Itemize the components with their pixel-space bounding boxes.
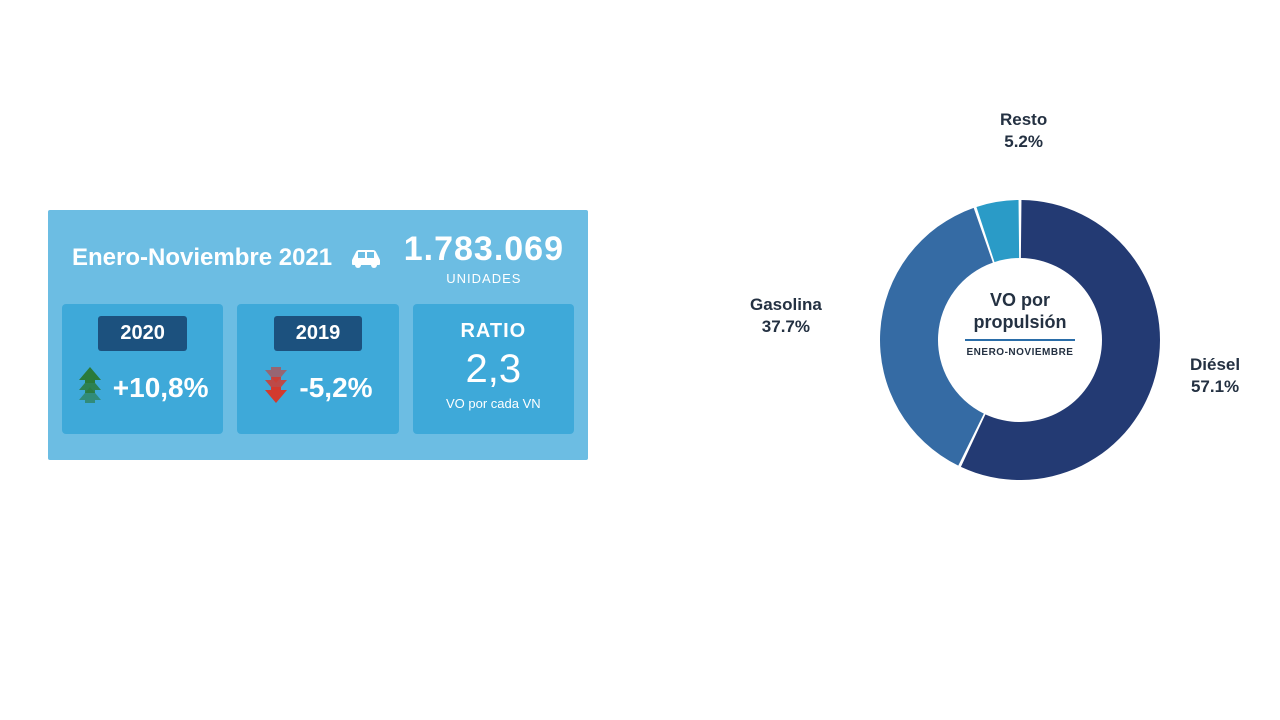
ratio-title: RATIO [460,320,526,343]
year-box-2020: 2020 +10,8% [62,304,223,434]
panel-title: Enero-Noviembre 2021 [72,244,332,272]
change-row-2020: +10,8% [77,367,209,408]
year-pill-2020: 2020 [98,316,187,351]
boxes-row: 2020 +10,8% 2019 [62,304,574,434]
arrow-up-icon [77,367,103,408]
segment-label-diésel: Diésel57.1% [1190,355,1240,397]
donut-center-sub: ENERO-NOVIEMBRE [945,347,1095,358]
units-value: 1.783.069 [404,230,564,269]
segment-value: 57.1% [1190,377,1240,397]
segment-value: 5.2% [1000,132,1047,152]
donut-center-title: VO por propulsión [945,290,1095,333]
segment-name: Diésel [1190,355,1240,375]
summary-panel: Enero-Noviembre 2021 1.783.069 UNIDADES … [48,210,588,460]
ratio-sub: VO por cada VN [446,396,541,411]
donut-center: VO por propulsión ENERO-NOVIEMBRE [945,290,1095,358]
arrow-down-icon [263,367,289,408]
ratio-value: 2,3 [466,347,522,392]
donut-center-separator [965,339,1075,341]
year-pill-2019: 2019 [274,316,363,351]
units-label: UNIDADES [404,271,564,286]
panel-header: Enero-Noviembre 2021 1.783.069 UNIDADES [62,224,574,296]
year-box-2019: 2019 -5,2% [237,304,398,434]
donut-chart: VO por propulsión ENERO-NOVIEMBRE Diésel… [740,120,1260,600]
segment-name: Resto [1000,110,1047,130]
units-block: 1.783.069 UNIDADES [404,230,564,286]
segment-value: 37.7% [750,317,822,337]
car-icon [348,246,384,270]
segment-name: Gasolina [750,295,822,315]
change-value-2020: +10,8% [113,372,209,404]
change-value-2019: -5,2% [299,372,372,404]
change-row-2019: -5,2% [263,367,372,408]
segment-label-resto: Resto5.2% [1000,110,1047,152]
ratio-box: RATIO 2,3 VO por cada VN [413,304,574,434]
segment-label-gasolina: Gasolina37.7% [750,295,822,337]
